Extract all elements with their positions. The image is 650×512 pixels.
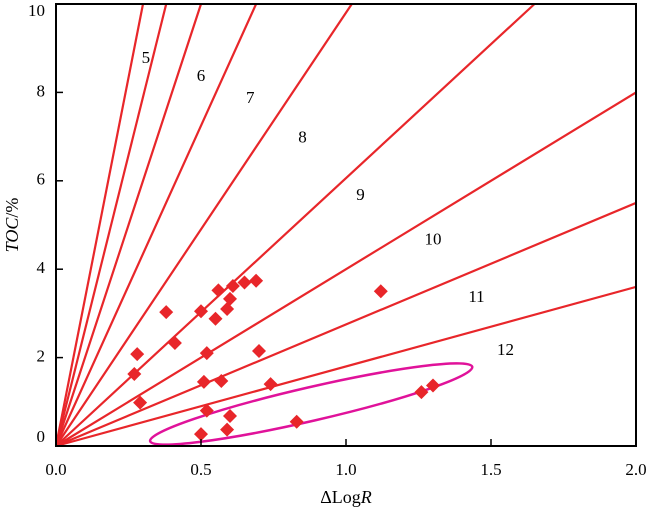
y-tick-label: 0 — [37, 427, 46, 446]
highlight-ellipse-layer — [148, 362, 474, 446]
data-point-9 — [199, 403, 214, 418]
data-point-10 — [194, 427, 208, 442]
data-point-23 — [289, 414, 304, 429]
y-tick-label: 8 — [37, 81, 46, 100]
y-axis-title-variable: TOC — [2, 217, 22, 253]
x-tick-label: 0.5 — [190, 460, 211, 479]
x-tick-label: 1.0 — [335, 460, 356, 479]
reference-line-extra-8 — [55, 285, 637, 448]
reference-line-7 — [54, 3, 203, 447]
reference-line-6 — [54, 3, 168, 447]
line-label-10: 10 — [425, 229, 442, 248]
y-tick-label: 10 — [28, 1, 45, 20]
data-point-21 — [252, 343, 266, 358]
y-axis-title-unit: /% — [2, 198, 22, 218]
data-point-25 — [414, 385, 429, 400]
data-point-22 — [263, 377, 278, 392]
data-point-8 — [199, 346, 214, 361]
data-point-16 — [220, 422, 235, 437]
data-point-1 — [127, 366, 142, 381]
data-point-2 — [130, 347, 145, 362]
reference-line-9 — [55, 3, 353, 447]
line-label-6: 6 — [197, 66, 206, 85]
x-tick-label: 1.5 — [480, 460, 501, 479]
data-point-19 — [237, 275, 252, 290]
y-axis-title: TOC/% — [2, 198, 22, 253]
data-point-11 — [208, 311, 223, 326]
x-tick-label: 0.0 — [45, 460, 66, 479]
line-label-9: 9 — [356, 185, 365, 204]
data-point-17 — [223, 408, 237, 423]
line-label-12: 12 — [497, 340, 514, 359]
data-point-12 — [211, 283, 226, 298]
reference-line-11 — [55, 91, 637, 447]
line-label-5: 5 — [142, 48, 151, 67]
reference-line-8 — [54, 3, 258, 447]
reference-line-12 — [55, 201, 637, 448]
x-tick-label: 2.0 — [625, 460, 646, 479]
data-point-24 — [373, 284, 388, 299]
x-axis-title-prefix: ΔLog — [320, 487, 361, 507]
y-tick-label: 4 — [37, 258, 46, 277]
y-tick-label: 6 — [37, 170, 46, 189]
axis-ticks: 0.0 0.5 1.0 1.5 2.0 0 2 4 6 8 10 — [28, 1, 647, 479]
reference-line-5 — [54, 3, 145, 447]
data-point-15 — [223, 291, 237, 306]
y-tick-label: 2 — [37, 347, 46, 366]
x-axis-title: ΔLogR — [320, 487, 372, 507]
highlight-ellipse — [148, 362, 474, 446]
line-label-8: 8 — [298, 128, 307, 147]
line-label-7: 7 — [246, 88, 255, 107]
data-point-18 — [225, 278, 240, 293]
data-point-6 — [194, 304, 208, 319]
data-points — [127, 273, 440, 442]
x-axis-title-variable: R — [360, 487, 372, 507]
data-point-14 — [220, 301, 235, 316]
line-label-11: 11 — [468, 287, 484, 306]
data-point-26 — [426, 378, 440, 393]
data-point-3 — [133, 395, 148, 410]
data-point-7 — [196, 374, 211, 389]
data-point-5 — [167, 336, 182, 351]
data-point-13 — [214, 374, 229, 389]
data-point-4 — [159, 305, 174, 320]
line-labels: 5 6 7 8 9 10 11 12 — [142, 48, 514, 359]
data-point-20 — [249, 273, 264, 288]
